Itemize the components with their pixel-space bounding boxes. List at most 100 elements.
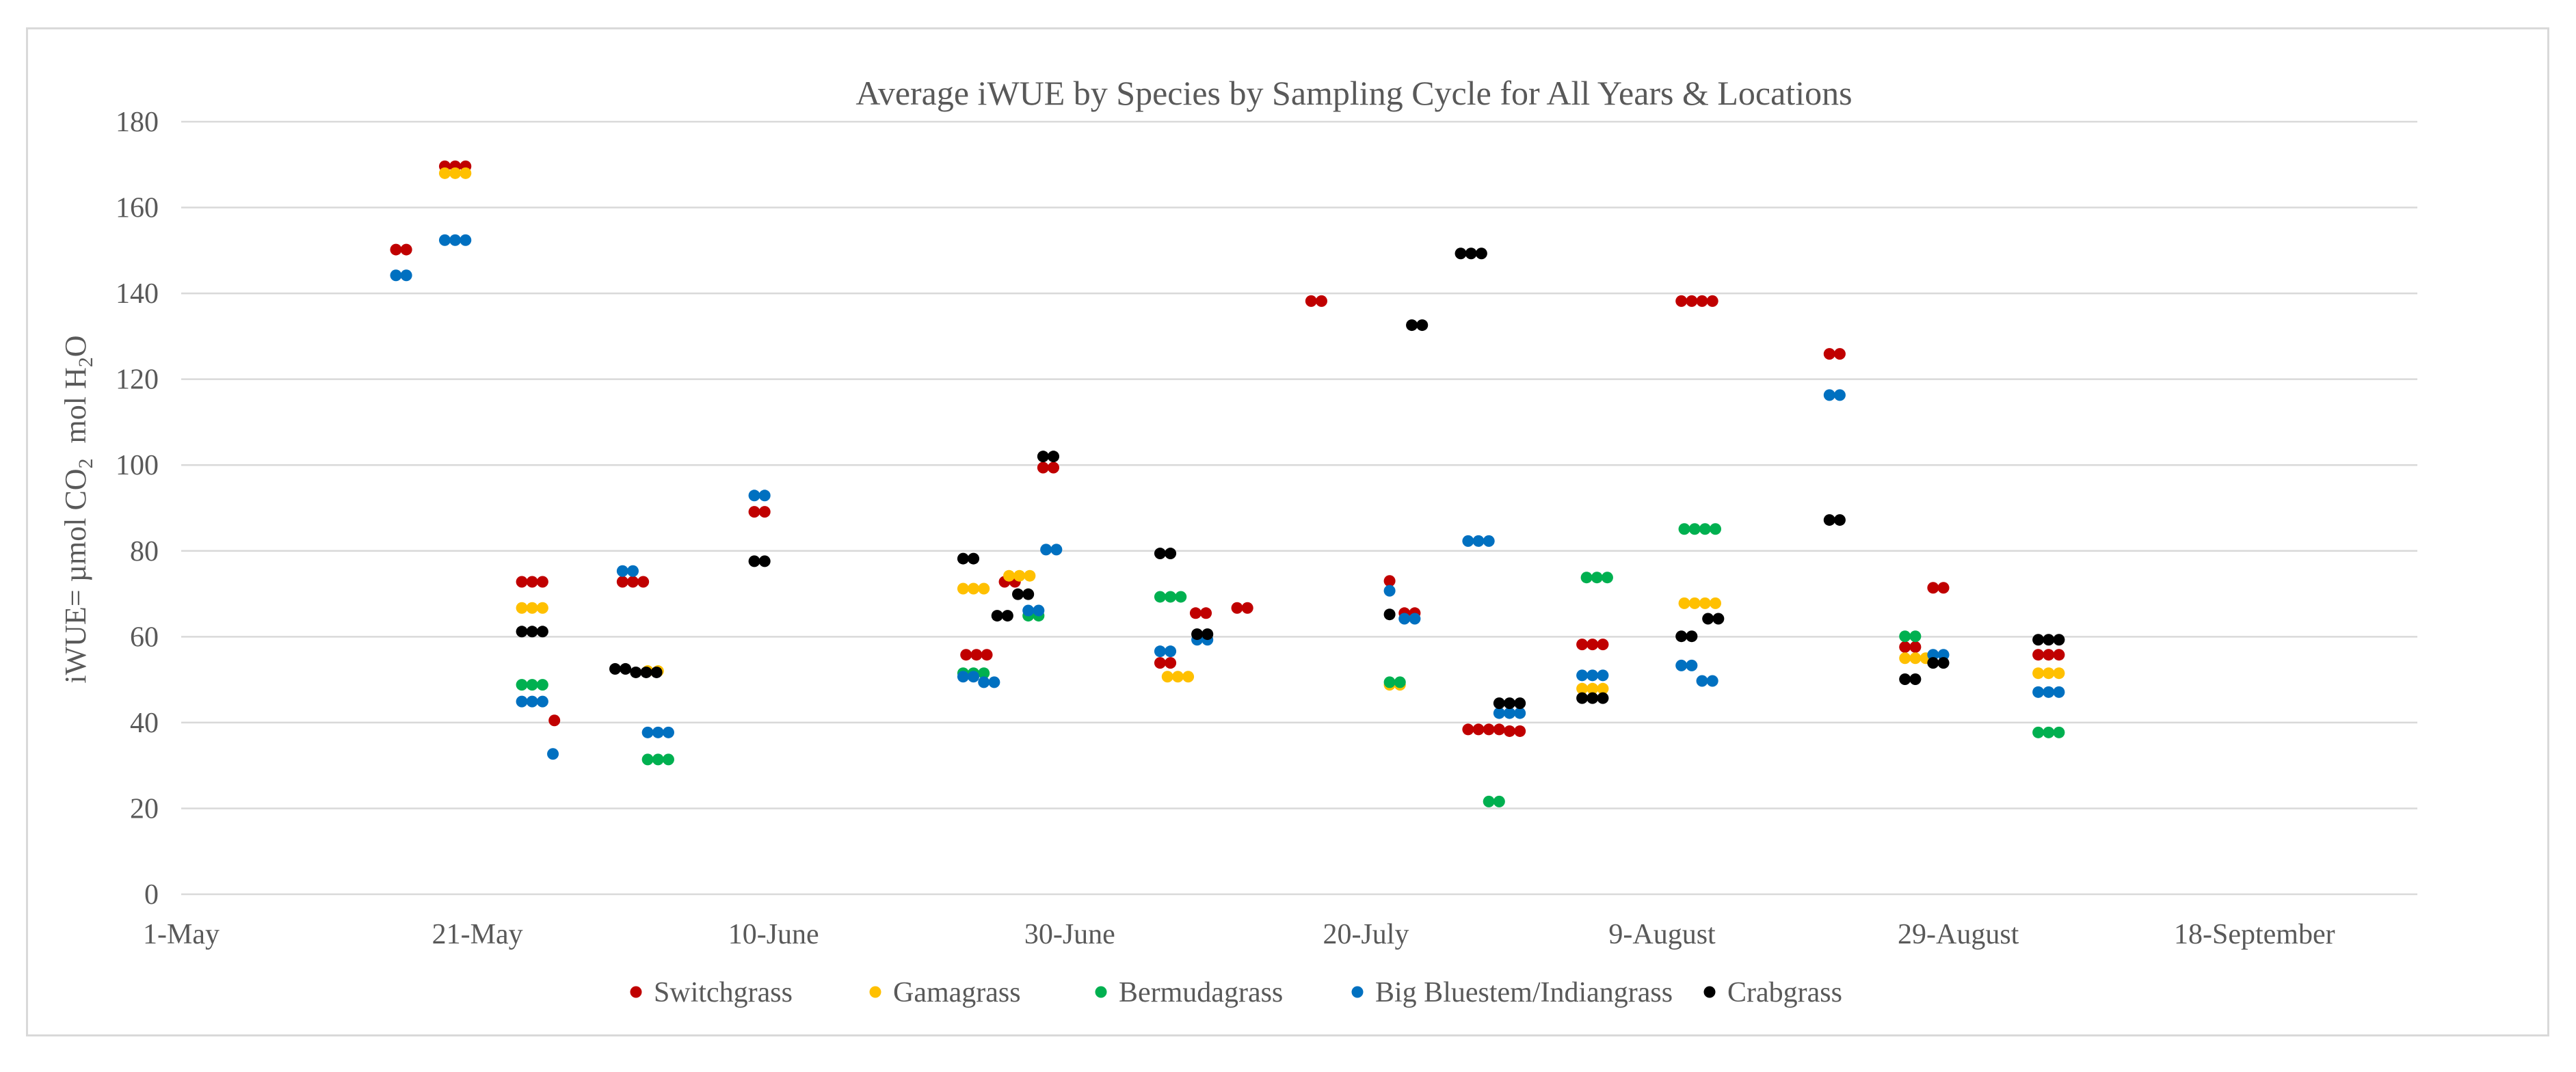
data-point [1937, 582, 1950, 594]
data-point [1576, 669, 1589, 682]
data-point [1037, 461, 1049, 474]
data-point [1678, 523, 1690, 535]
data-point [758, 506, 771, 518]
data-point [1514, 707, 1526, 719]
data-point [1586, 682, 1599, 695]
data-point [652, 753, 664, 766]
data-point [2043, 686, 2055, 698]
data-point [526, 695, 538, 708]
data-point [957, 552, 969, 565]
data-point [1024, 570, 1036, 582]
series-gamagrass [438, 167, 2065, 695]
data-point [1688, 523, 1701, 535]
data-point [536, 576, 548, 588]
data-point [1033, 604, 1045, 617]
data-point [1514, 725, 1526, 737]
data-point [1383, 585, 1396, 597]
data-point [978, 582, 990, 595]
data-point [1475, 247, 1487, 260]
x-tick-label: 9-August [1608, 919, 1716, 950]
data-point [1315, 295, 1327, 307]
x-tick-label: 21-May [432, 919, 523, 950]
data-point [1048, 461, 1060, 474]
data-point [1406, 319, 1418, 332]
data-point [1686, 630, 1698, 643]
data-point [758, 555, 771, 567]
data-point [1833, 348, 1846, 360]
data-point [526, 679, 538, 691]
data-point [1597, 669, 1609, 682]
data-point [2043, 667, 2055, 680]
data-point [981, 649, 993, 661]
data-point [1493, 707, 1505, 719]
data-point [1696, 295, 1708, 307]
data-point [1154, 591, 1166, 603]
data-point [626, 576, 639, 588]
data-point [650, 666, 663, 678]
data-point [526, 602, 538, 614]
data-point [1383, 608, 1396, 621]
data-point [2032, 649, 2045, 661]
data-point [1686, 659, 1698, 671]
data-point [1833, 514, 1846, 526]
data-point [1462, 535, 1474, 547]
data-point [1022, 604, 1035, 617]
data-point [609, 662, 622, 675]
data-point [516, 626, 528, 638]
data-point [2043, 726, 2055, 738]
data-point [2043, 649, 2055, 661]
data-point [536, 626, 548, 638]
data-point [640, 666, 652, 678]
data-point [1576, 692, 1589, 704]
data-point [1154, 657, 1166, 669]
data-point [1462, 723, 1474, 736]
data-point [1937, 657, 1950, 669]
data-point [1189, 607, 1201, 619]
data-point [1601, 572, 1613, 584]
data-point [1398, 613, 1411, 625]
data-point [626, 565, 639, 577]
data-point [748, 555, 760, 567]
data-point [1001, 610, 1013, 622]
y-tick-label: 120 [116, 364, 159, 396]
data-point [1699, 523, 1711, 535]
legend-marker [630, 986, 642, 998]
legend-marker [1703, 986, 1716, 998]
data-point [1706, 675, 1718, 687]
y-tick-label: 180 [116, 107, 159, 138]
data-points [390, 160, 2065, 807]
data-point [1200, 607, 1212, 619]
y-tick-label: 100 [116, 450, 159, 481]
data-point [1003, 570, 1015, 582]
data-point [1483, 535, 1495, 547]
data-point [1493, 795, 1505, 807]
data-point [526, 576, 538, 588]
series-big-bluestem-indiangrass [390, 234, 2065, 760]
data-point [400, 269, 412, 282]
y-tick-label: 20 [130, 793, 159, 825]
x-tick-label: 18-September [2174, 919, 2335, 950]
data-point [1899, 652, 1911, 665]
data-point [616, 565, 628, 577]
data-point [1927, 582, 1939, 594]
data-point [1241, 602, 1253, 614]
data-point [449, 167, 462, 179]
legend-label: Crabgrass [1727, 977, 1842, 1008]
data-point [1833, 389, 1846, 401]
data-point [1580, 572, 1593, 584]
legend-label: Bermudagrass [1119, 977, 1283, 1008]
data-point [1702, 613, 1714, 625]
data-point [620, 662, 632, 675]
data-point [652, 726, 664, 738]
x-tick-label: 20-July [1323, 919, 1409, 950]
data-point [1699, 597, 1711, 609]
data-point [516, 602, 528, 614]
x-axis-ticks: 1-May 21-May 10-June 30-June 20-July 9-August… [143, 919, 2335, 950]
data-point [1154, 548, 1166, 560]
data-point [1576, 682, 1589, 695]
legend-marker [1351, 986, 1364, 998]
data-point [1182, 671, 1195, 683]
y-tick-label: 80 [130, 536, 159, 567]
data-point [1899, 641, 1911, 653]
data-point [536, 602, 548, 614]
